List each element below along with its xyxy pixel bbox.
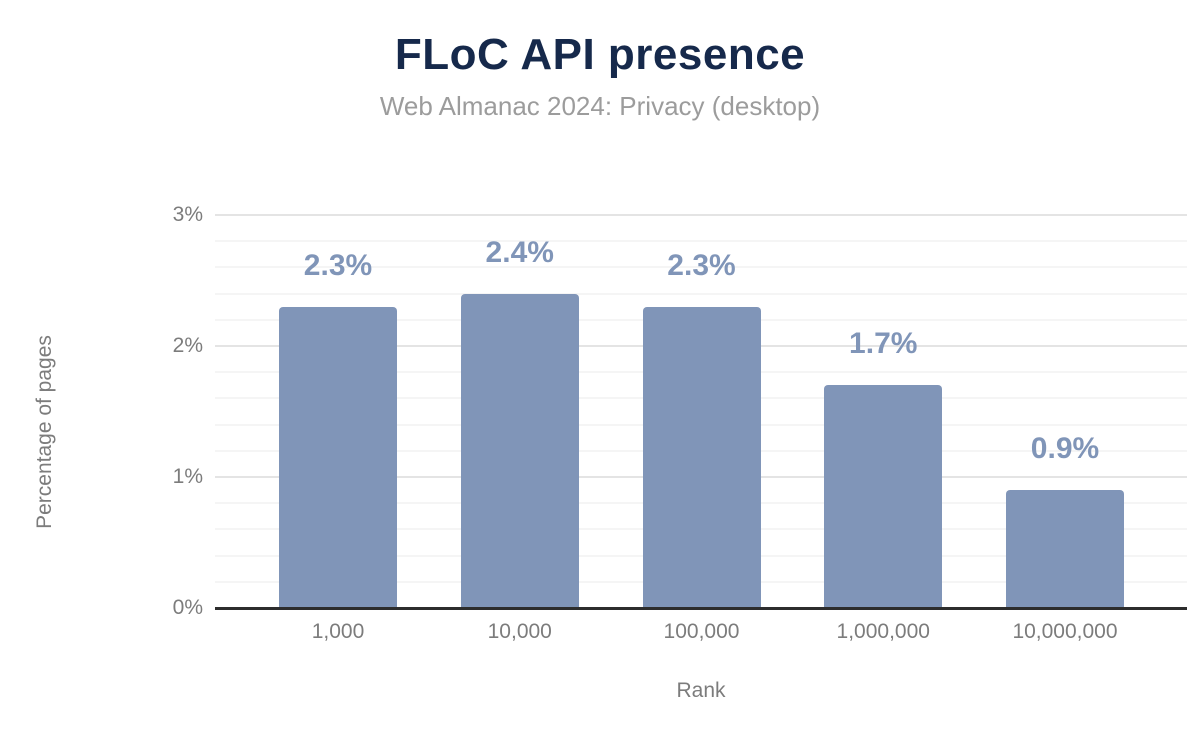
chart-title: FLoC API presence (394, 30, 806, 79)
bar (1006, 490, 1124, 608)
x-tick-label: 1,000,000 (836, 620, 930, 643)
y-tick-label: 3% (172, 203, 203, 226)
chart-subtitle: Web Almanac 2024: Privacy (desktop) (379, 91, 821, 121)
x-axis-title: Rank (676, 679, 726, 702)
x-tick-label: 10,000 (487, 620, 552, 643)
major-gridline (215, 214, 1187, 216)
y-tick-label: 0% (172, 596, 203, 619)
x-tick-label: 100,000 (663, 620, 740, 643)
bar (642, 306, 761, 608)
bar (460, 293, 579, 608)
bar-value-label: 2.3% (303, 248, 373, 282)
bar (824, 385, 943, 608)
minor-gridline (215, 292, 1187, 295)
minor-gridline (215, 240, 1187, 243)
y-tick-label: 2% (172, 334, 203, 357)
bar-value-label: 2.3% (667, 248, 736, 282)
bar-value-label: 2.4% (485, 235, 554, 269)
y-axis-title: Percentage of pages (33, 335, 56, 529)
x-axis-line (215, 607, 1187, 610)
x-tick-label: 10,000,000 (1012, 620, 1118, 643)
minor-gridline (215, 266, 1187, 269)
bar (279, 306, 397, 608)
x-tick-label: 1,000 (311, 620, 365, 643)
bar-value-label: 0.9% (1030, 432, 1100, 466)
y-tick-label: 1% (172, 465, 203, 488)
plot-area: 2.3% 2.4% 2.3% 1.7% 0.9% (215, 214, 1187, 610)
bar-value-label: 1.7% (849, 327, 918, 361)
